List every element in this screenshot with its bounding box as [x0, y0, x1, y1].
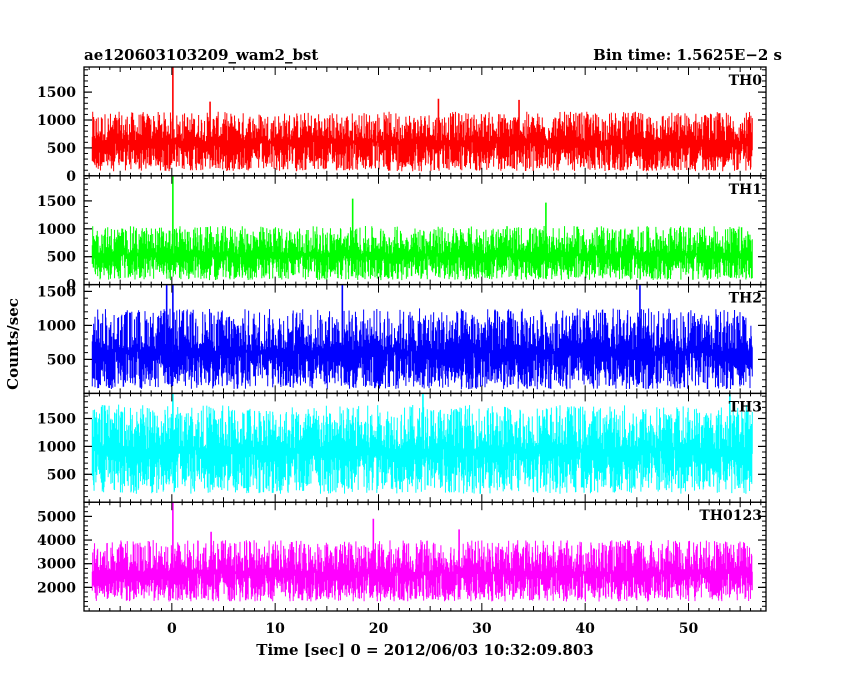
y-tick-label: 1000 — [37, 318, 76, 334]
y-tick-label: 500 — [47, 141, 76, 157]
y-tick-label: 5000 — [37, 509, 76, 525]
bin-time-label: Bin time: 1.5625E−2 s — [593, 46, 782, 64]
y-tick-label: 1500 — [37, 284, 76, 300]
panel-label: TH1 — [729, 182, 762, 198]
y-tick-label: 4000 — [37, 533, 76, 549]
y-axis-label: Counts/sec — [4, 298, 22, 390]
panels-layer: TH0050010001500TH1050010001500TH25001000… — [37, 66, 767, 637]
x-tick-label: 20 — [369, 621, 389, 637]
y-tick-label: 0 — [66, 169, 76, 185]
y-tick-label: 3000 — [37, 557, 76, 573]
panel-label: TH0 — [729, 73, 763, 89]
y-tick-label: 500 — [47, 250, 76, 266]
x-tick-label: 40 — [575, 621, 595, 637]
chart-title: ae120603103209_wam2_bst — [84, 46, 319, 64]
y-tick-label: 0 — [66, 278, 76, 294]
x-tick-label: 50 — [679, 621, 699, 637]
y-tick-label: 1000 — [37, 222, 76, 238]
panel-frame — [83, 501, 767, 612]
light-curve-th3 — [91, 404, 753, 494]
light-curve-th0123 — [91, 540, 753, 602]
y-tick-label: 2000 — [37, 580, 76, 596]
panel-label: TH2 — [729, 291, 762, 307]
x-axis-label: Time [sec] 0 = 2012/06/03 10:32:09.803 — [256, 641, 593, 659]
light-curve-th0 — [91, 111, 753, 172]
light-curve-th1 — [91, 226, 753, 281]
panel-th0123: TH0123 2000 3000 4000 5000 — [37, 501, 767, 612]
panel-th2: TH2 500 1000 1500 — [37, 283, 767, 395]
panel-th0: TH0 0 500 1000 1500 — [37, 66, 767, 185]
x-tick-label: 10 — [265, 621, 285, 637]
y-tick-label: 1500 — [37, 85, 76, 101]
y-tick-label: 1500 — [37, 412, 76, 428]
y-tick-label: 1500 — [37, 194, 76, 210]
panel-th1: TH1 0 500 1000 1500 — [37, 175, 767, 294]
x-tick-label: 0 — [167, 621, 177, 637]
light-curve-th2 — [91, 308, 753, 390]
y-tick-label: 500 — [47, 352, 76, 368]
panel-label: TH0123 — [699, 508, 762, 524]
y-tick-label: 1000 — [37, 113, 76, 129]
panel-label: TH3 — [729, 399, 762, 415]
x-tick-label: 30 — [472, 621, 492, 637]
y-tick-label: 1000 — [37, 439, 76, 455]
y-tick-label: 500 — [47, 467, 76, 483]
panel-th3: TH3 500 1000 1500 — [37, 392, 767, 503]
